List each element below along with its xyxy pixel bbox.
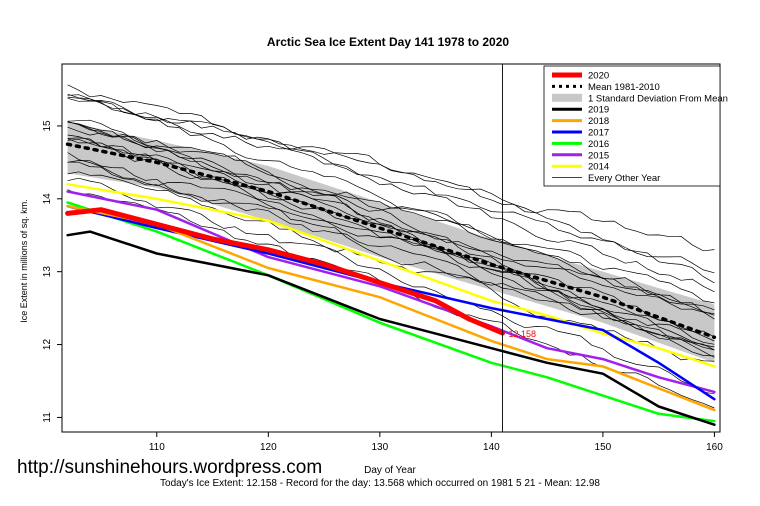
series-line-2016 <box>66 201 716 423</box>
other-year-line <box>67 121 715 345</box>
other-year-line <box>67 84 715 274</box>
value-label-2020: 12.158 <box>509 329 537 339</box>
series-line-2014 <box>66 182 716 368</box>
legend-label: 2018 <box>588 116 609 127</box>
other-year-line <box>67 177 715 395</box>
legend-label: Every Other Year <box>588 173 660 184</box>
y-tick-label: 14 <box>42 193 53 205</box>
other-year-line <box>67 96 715 293</box>
x-tick-label: 140 <box>483 442 500 453</box>
y-tick-label: 12 <box>42 339 53 351</box>
x-tick-label: 130 <box>372 442 389 453</box>
x-axis-label: Day of Year <box>364 465 416 476</box>
other-year-line <box>67 93 715 284</box>
other-year-line <box>67 134 715 351</box>
every-other-year-lines <box>67 84 715 409</box>
other-year-line <box>67 138 715 320</box>
plot-frame <box>61 63 721 433</box>
other-year-line <box>67 160 715 351</box>
other-year-line <box>67 94 715 252</box>
legend-label: Mean 1981-2010 <box>588 82 660 93</box>
chart-title: Arctic Sea Ice Extent Day 141 1978 to 20… <box>267 35 509 49</box>
legend-label: 1 Standard Deviation From Mean <box>588 93 728 104</box>
footer-summary: Today's Ice Extent: 12.158 - Record for … <box>160 478 600 489</box>
x-tick-label: 110 <box>149 442 165 453</box>
x-tick-label: 160 <box>706 442 723 453</box>
plot-series-group <box>65 84 717 426</box>
legend-label: 2017 <box>588 128 609 139</box>
plot-area: 12.158 110 120 130 140 150 160 11 12 13 14 15 <box>42 63 723 453</box>
other-year-line <box>67 161 715 357</box>
y-tick-label: 13 <box>42 266 53 278</box>
legend-label: 2020 <box>588 71 609 82</box>
y-axis-label: Ice Extent in millions of sq. km. <box>19 199 29 323</box>
y-tick-label: 15 <box>42 120 53 132</box>
y-tick-label: 11 <box>42 412 53 423</box>
legend-label: 2015 <box>588 150 609 161</box>
legend-swatch <box>552 93 582 102</box>
series-line-2019 <box>66 230 716 426</box>
other-year-line <box>67 126 715 315</box>
series-line-2018 <box>66 204 716 412</box>
legend-label: 2016 <box>588 139 609 150</box>
other-year-line <box>67 137 715 358</box>
legend-label: 2014 <box>588 162 609 173</box>
watermark-url: http://sunshinehours.wordpress.com <box>17 457 323 478</box>
x-tick-label: 150 <box>595 442 612 453</box>
series-line-2020 <box>65 207 505 336</box>
x-tick-label: 120 <box>260 442 277 453</box>
legend-label: 2019 <box>588 105 609 116</box>
other-year-line <box>67 97 715 316</box>
series-line-mean-1981-2010 <box>65 142 717 340</box>
